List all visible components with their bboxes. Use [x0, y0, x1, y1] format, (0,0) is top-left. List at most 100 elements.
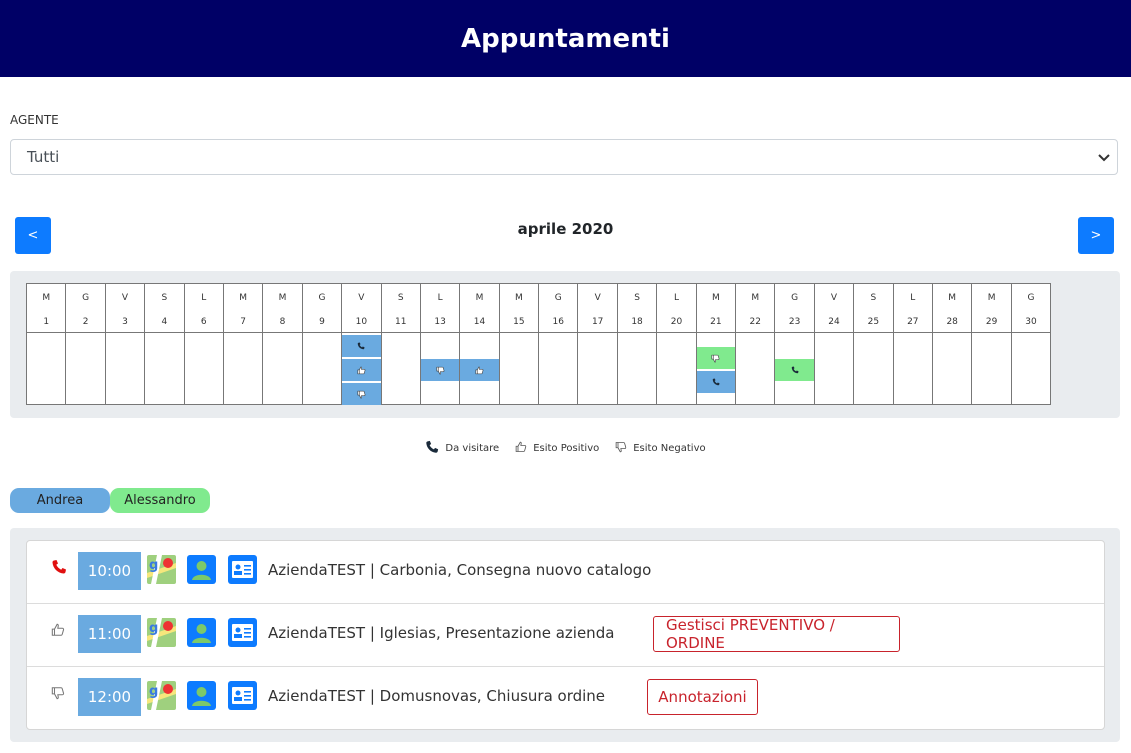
calendar-day-number: 15: [513, 317, 525, 327]
calendar-day[interactable]: M 29: [972, 284, 1012, 405]
google-maps-icon[interactable]: g: [147, 681, 176, 710]
calendar-day[interactable]: L 20: [657, 284, 697, 405]
calendar-day-number: 29: [985, 317, 998, 327]
calendar-day-divider: [105, 332, 145, 333]
calendar-day-weekday: M: [239, 293, 248, 303]
calendar-day[interactable]: G 23: [775, 284, 815, 405]
manage-quote-order-button[interactable]: Gestisci PREVENTIVO / ORDINE: [653, 616, 900, 652]
calendar-day[interactable]: L 27: [893, 284, 933, 405]
calendar-day[interactable]: G 30: [1011, 284, 1052, 405]
calendar-day-number: 4: [161, 317, 168, 327]
calendar-day[interactable]: S 11: [381, 284, 421, 405]
contact-person-icon[interactable]: [187, 681, 216, 710]
calendar-day-divider: [460, 332, 499, 333]
calendar-day-divider: [145, 332, 184, 333]
svg-text:g: g: [149, 558, 158, 573]
calendar-day-weekday: S: [634, 293, 640, 303]
appointment-row: 10:00 g AziendaTEST | Carbonia, Consegna…: [27, 541, 1104, 604]
calendar-day-number: 17: [591, 317, 604, 327]
svg-text:g: g: [149, 684, 158, 699]
calendar-day-weekday: M: [987, 293, 996, 303]
agent-select[interactable]: Tutti: [10, 139, 1118, 175]
calendar-day-number: 13: [434, 317, 446, 327]
calendar-day-number: 22: [749, 317, 761, 327]
thumbs-up-icon: [51, 622, 67, 638]
calendar-day[interactable]: S 18: [617, 284, 658, 405]
calendar-day[interactable]: L 13: [420, 284, 461, 405]
agent-tab-alessandro[interactable]: Alessandro: [110, 488, 210, 513]
calendar-event[interactable]: [342, 335, 381, 357]
thumbs-up-icon: [515, 441, 527, 456]
contact-card-icon[interactable]: [228, 618, 257, 647]
calendar-event[interactable]: [775, 359, 814, 381]
contact-card-icon[interactable]: [228, 555, 257, 584]
calendar-day[interactable]: V 17: [578, 284, 618, 405]
calendar-day-divider: [814, 332, 854, 333]
phone-icon: [357, 342, 365, 350]
contact-person-icon[interactable]: [187, 555, 216, 584]
contact-person-icon[interactable]: [187, 618, 216, 647]
calendar-day-divider: [578, 332, 617, 333]
appointment-row: 12:00 g AziendaTEST | Domusnovas, Chiusu…: [27, 667, 1104, 729]
google-maps-icon[interactable]: g: [147, 618, 176, 647]
legend-to-visit: Da visitare: [425, 440, 499, 457]
header-bar: Appuntamenti: [0, 0, 1131, 77]
appointment-description: AziendaTEST | Domusnovas, Chiusura ordin…: [268, 687, 606, 705]
calendar-event[interactable]: [696, 347, 736, 369]
appointment-description: AziendaTEST | Iglesias, Presentazione az…: [268, 624, 615, 642]
calendar-day[interactable]: M 22: [736, 284, 776, 405]
appointment-description: AziendaTEST | Carbonia, Consegna nuovo c…: [268, 561, 652, 579]
calendar-day-divider: [1011, 332, 1051, 333]
google-maps-icon[interactable]: g: [147, 555, 176, 584]
contact-card-icon[interactable]: [228, 681, 257, 710]
calendar-day-number: 30: [1025, 317, 1037, 327]
calendar-day-number: 23: [788, 317, 801, 327]
calendar-day-weekday: G: [791, 293, 799, 303]
phone-icon: [712, 378, 720, 386]
calendar-day-divider: [736, 332, 775, 333]
calendar-day[interactable]: M 21: [696, 284, 737, 405]
calendar-day-number: 28: [946, 317, 958, 327]
appointment-row: 11:00 g AziendaTEST | Iglesias, Presenta…: [27, 604, 1104, 667]
calendar-day[interactable]: S 25: [854, 284, 894, 405]
agent-label: AGENTE: [10, 113, 59, 127]
thumbs-down-icon: [357, 390, 366, 399]
calendar-event[interactable]: [342, 359, 381, 381]
calendar-grid: M 1 G 2 V 3 S 4 L 6 M 7 M 8 G 9 V 10 S 11 L 13 M 14 M 15 G 16 V 17 S 18…: [26, 283, 1052, 405]
calendar-day-weekday: M: [515, 293, 523, 303]
calendar-event[interactable]: [342, 383, 381, 405]
calendar-day[interactable]: M 15: [499, 284, 540, 405]
next-month-button[interactable]: >: [1078, 217, 1114, 254]
calendar-day-weekday: M: [751, 293, 760, 303]
calendar-day-divider: [499, 332, 539, 333]
agent-tab-andrea[interactable]: Andrea: [10, 488, 110, 513]
calendar-day[interactable]: V 24: [814, 284, 855, 405]
thumbs-up-icon: [475, 366, 484, 375]
calendar-event[interactable]: [460, 359, 499, 381]
thumbs-down-icon: [436, 366, 445, 375]
calendar-day[interactable]: M 14: [460, 284, 500, 405]
calendar-day-number: 1: [43, 317, 50, 327]
calendar-day[interactable]: G 16: [539, 284, 579, 405]
calendar-day[interactable]: M 28: [932, 284, 973, 405]
calendar-day[interactable]: V 10: [342, 284, 382, 405]
thumbs-down-icon: [711, 354, 720, 363]
calendar-event[interactable]: [420, 359, 460, 381]
calendar-day-divider: [539, 332, 578, 333]
calendar-day-weekday: L: [437, 293, 443, 303]
calendar-day-number: 21: [710, 317, 722, 327]
calendar-event[interactable]: [696, 371, 736, 393]
notes-button[interactable]: Annotazioni: [647, 679, 758, 715]
phone-icon: [791, 366, 799, 374]
thumbs-up-icon: [357, 366, 366, 375]
calendar-day-number: 6: [200, 317, 207, 327]
prev-month-button[interactable]: <: [15, 217, 51, 254]
